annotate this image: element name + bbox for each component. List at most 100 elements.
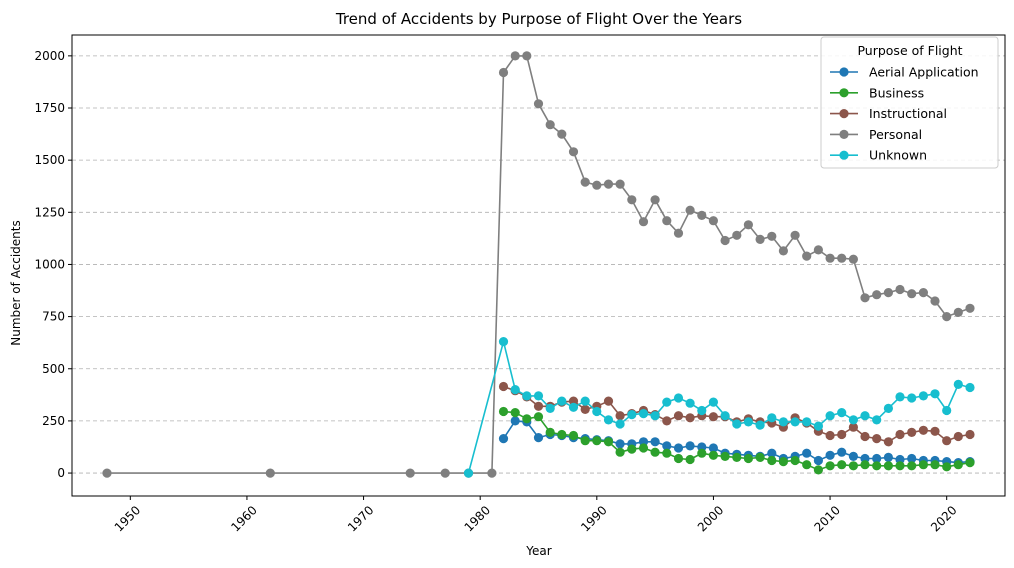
data-point — [953, 379, 963, 389]
data-point — [895, 429, 905, 440]
data-point — [965, 458, 975, 468]
data-point — [837, 253, 847, 263]
plot-area-frame — [71, 34, 1006, 497]
data-point — [895, 461, 905, 471]
data-point — [860, 293, 870, 303]
legend-item: Unknown — [830, 148, 927, 163]
data-point — [942, 405, 952, 416]
data-point — [662, 441, 672, 451]
data-point — [522, 391, 532, 401]
data-point — [545, 427, 555, 437]
data-point — [907, 393, 917, 403]
data-point — [580, 177, 590, 187]
legend-item: Business — [830, 85, 924, 100]
data-point — [603, 179, 614, 189]
data-point — [592, 406, 602, 417]
series-business — [498, 406, 975, 475]
data-point — [883, 461, 894, 471]
legend-label: Business — [869, 85, 924, 100]
data-point — [872, 415, 882, 425]
y-tick-label: 250 — [42, 414, 65, 428]
data-point — [627, 444, 637, 454]
legend-items: Aerial Application Business Instructional P… — [830, 65, 979, 163]
series-layer — [102, 51, 975, 478]
data-point — [685, 398, 695, 408]
data-point — [895, 454, 905, 465]
y-tick-label: 500 — [42, 362, 65, 376]
data-point — [837, 460, 847, 470]
x-tick-label: 1960 — [228, 503, 259, 534]
data-point — [685, 413, 695, 423]
legend-item: Personal — [830, 127, 922, 142]
data-point — [953, 460, 963, 470]
data-point — [732, 230, 742, 240]
legend-marker — [839, 150, 849, 160]
data-point — [907, 461, 917, 471]
data-point — [557, 396, 567, 406]
data-point — [802, 251, 812, 261]
data-point — [848, 254, 859, 264]
data-point — [603, 415, 614, 425]
x-tick-label: 1950 — [112, 503, 143, 534]
data-point — [965, 303, 975, 313]
data-point — [720, 411, 730, 421]
data-point — [510, 408, 520, 418]
data-point — [522, 414, 532, 424]
data-point — [883, 403, 894, 413]
data-point — [685, 205, 695, 215]
data-point — [545, 120, 555, 130]
data-point — [767, 448, 777, 458]
data-point — [953, 307, 963, 317]
y-tick-label: 1500 — [34, 153, 65, 167]
data-point — [697, 210, 707, 220]
data-point — [743, 453, 754, 464]
y-tick-label: 1000 — [34, 257, 65, 271]
data-point — [533, 99, 544, 109]
data-point — [580, 436, 590, 446]
x-tick-label: 1980 — [462, 503, 493, 534]
data-point — [498, 406, 509, 417]
data-point — [778, 417, 789, 427]
data-point — [662, 416, 672, 426]
legend-label: Instructional — [869, 106, 947, 121]
data-point — [568, 402, 579, 412]
data-point — [825, 450, 835, 460]
data-point — [802, 417, 812, 427]
data-point — [848, 422, 859, 432]
data-point — [872, 453, 882, 464]
x-tick-label: 1970 — [345, 503, 376, 534]
data-point — [708, 450, 719, 460]
data-point — [837, 429, 847, 440]
data-point — [615, 447, 625, 457]
x-tick-label: 2010 — [811, 503, 842, 534]
y-tick-label: 750 — [42, 310, 65, 324]
data-point — [510, 51, 520, 61]
legend-marker — [839, 109, 849, 119]
data-point — [685, 441, 695, 451]
data-point — [848, 461, 859, 471]
data-point — [673, 411, 684, 421]
data-point — [708, 443, 719, 453]
data-point — [918, 391, 929, 401]
data-point — [907, 427, 917, 437]
legend-item: Instructional — [830, 106, 947, 121]
data-point — [778, 457, 789, 467]
series-personal — [102, 51, 975, 478]
x-axis: 1950 1960 1970 1980 1990 2000 2010 2020 — [112, 496, 960, 535]
data-point — [918, 460, 929, 470]
legend-marker — [839, 88, 849, 98]
x-axis-label: Year — [525, 544, 551, 558]
data-point — [638, 443, 649, 453]
data-point — [697, 448, 707, 458]
legend-marker — [839, 129, 849, 139]
data-point — [802, 460, 812, 470]
data-point — [603, 437, 614, 447]
legend-title: Purpose of Flight — [857, 43, 962, 58]
y-tick-label: 1250 — [34, 205, 65, 219]
y-axis-label: Number of Accidents — [9, 220, 23, 346]
data-point — [697, 405, 707, 416]
data-point — [627, 410, 637, 420]
data-point — [813, 455, 824, 466]
y-tick-label: 0 — [57, 466, 65, 480]
